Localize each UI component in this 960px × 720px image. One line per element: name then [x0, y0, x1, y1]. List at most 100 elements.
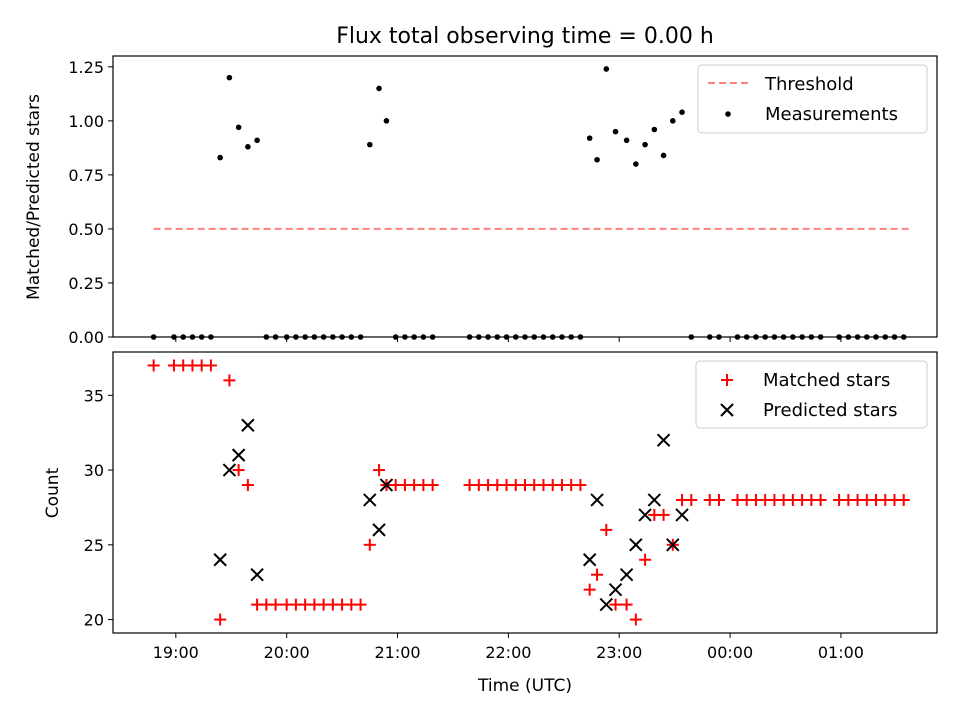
- matched-star-point: [354, 598, 367, 611]
- measurement-point: [235, 124, 242, 131]
- predicted-star-point: [363, 493, 377, 507]
- y-tick-label: 0.00: [68, 328, 104, 347]
- matched-star-point: [204, 359, 217, 372]
- x-tick-label: 01:00: [818, 643, 864, 662]
- x-tick-label: 21:00: [374, 643, 420, 662]
- measurement-point: [217, 154, 223, 161]
- legend-bottom: Matched stars Predicted stars: [695, 360, 928, 429]
- matched-star-point: [657, 508, 670, 521]
- matched-star-point: [609, 598, 622, 611]
- y-tick-label: 25: [84, 536, 104, 555]
- chart-title: Flux total observing time = 0.00 h: [336, 24, 714, 49]
- predicted-star-point: [231, 448, 246, 462]
- measurement-point: [586, 135, 593, 141]
- predicted-star-point: [666, 538, 680, 552]
- legend-top: Threshold Measurements: [697, 64, 928, 134]
- matched-star-point: [363, 538, 376, 551]
- legend-matched-label: Matched stars: [763, 370, 890, 391]
- measurement-point: [670, 118, 676, 124]
- matched-star-point: [629, 613, 642, 626]
- predicted-star-point: [638, 508, 652, 522]
- legend-matched-swatch: [721, 374, 733, 386]
- predicted-star-point: [250, 568, 264, 582]
- measurement-point: [376, 85, 382, 92]
- y-axis-label: Matched/Predicted stars: [24, 94, 44, 300]
- measurement-point: [633, 161, 639, 167]
- y-tick-label: 30: [84, 461, 104, 480]
- bottom-panel: Count Time (UTC) 20 25 30 35 19:00 20:00 21:00…: [43, 351, 938, 696]
- predicted-star-point: [582, 553, 597, 567]
- matched-star-point: [712, 493, 725, 506]
- x-tick-label: 00:00: [707, 643, 753, 662]
- y-axis-label: Count: [43, 467, 63, 518]
- measurement-point: [245, 143, 251, 150]
- measurement-point: [651, 126, 658, 133]
- predicted-star-point: [241, 418, 255, 432]
- bottom-axes-frame: [112, 351, 938, 634]
- measurement-point: [623, 137, 630, 144]
- measurement-point: [660, 152, 667, 159]
- y-tick-label: 0.75: [68, 166, 104, 185]
- top-panel: Flux total observing time = 0.00 h Match…: [24, 24, 938, 347]
- matched-star-point: [620, 598, 633, 611]
- measurement-point: [603, 66, 610, 72]
- matched-star-point: [591, 568, 604, 581]
- measurement-point: [612, 128, 619, 135]
- legend-box: [697, 64, 928, 134]
- predicted-star-point: [599, 597, 613, 612]
- x-tick-label: 22:00: [485, 643, 531, 662]
- matched-star-point: [814, 493, 827, 506]
- x-axis-label: Time (UTC): [477, 676, 572, 696]
- predicted-star-point: [379, 478, 394, 492]
- matched-star-point: [426, 479, 439, 492]
- predicted-star-point: [222, 463, 237, 477]
- matched-star-point: [600, 523, 613, 536]
- matched-star-point: [269, 598, 282, 611]
- matched-star-point: [685, 493, 698, 506]
- legend-measurements-label: Measurements: [765, 104, 898, 125]
- top-axes-frame: [112, 55, 938, 338]
- measurement-point: [254, 137, 260, 144]
- x-tick-label: 19:00: [153, 643, 199, 662]
- predicted-star-point: [213, 553, 227, 567]
- y-tick-label: 20: [84, 611, 104, 630]
- legend-predicted-label: Predicted stars: [763, 400, 897, 421]
- predicted-star-point: [372, 523, 386, 537]
- measurement-point: [594, 156, 600, 163]
- matched-star-point: [574, 479, 587, 492]
- predicted-star-point: [590, 493, 604, 507]
- legend-predicted-swatch: [720, 403, 734, 417]
- matched-star-point: [147, 359, 160, 372]
- matched-star-point: [583, 583, 596, 596]
- matched-star-point: [241, 479, 254, 492]
- x-tick-label: 20:00: [264, 643, 310, 662]
- matched-star-point: [214, 613, 227, 626]
- matched-star-point: [897, 493, 910, 506]
- measurement-point: [642, 141, 648, 148]
- measurement-point: [226, 74, 233, 81]
- measurement-point: [367, 141, 373, 148]
- y-tick-label: 0.50: [68, 220, 104, 239]
- predicted-star-point: [608, 582, 623, 597]
- y-tick-label: 0.25: [68, 274, 104, 293]
- predicted-star-point: [675, 508, 689, 522]
- matched-star-point: [223, 374, 236, 387]
- x-tick-label: 23:00: [596, 643, 642, 662]
- legend-measurements-swatch: [725, 111, 731, 117]
- y-tick-label: 35: [84, 386, 104, 405]
- matched-star-point: [232, 464, 245, 477]
- predicted-star-point: [619, 568, 634, 582]
- legend-box: [695, 360, 928, 429]
- predicted-star-point: [629, 538, 643, 552]
- predicted-star-point: [656, 433, 671, 447]
- bottom-plot-area: 20 25 30 35 19:00 20:00 21:00 22:00 23:00 00:00 01…: [84, 359, 910, 662]
- measurement-point: [383, 118, 390, 124]
- measurement-point: [679, 109, 685, 115]
- legend-threshold-label: Threshold: [764, 74, 854, 95]
- predicted-star-point: [647, 493, 662, 507]
- y-tick-label: 1.25: [68, 58, 104, 77]
- matched-star-point: [639, 553, 652, 566]
- y-tick-label: 1.00: [68, 112, 104, 131]
- matched-star-point: [373, 464, 386, 477]
